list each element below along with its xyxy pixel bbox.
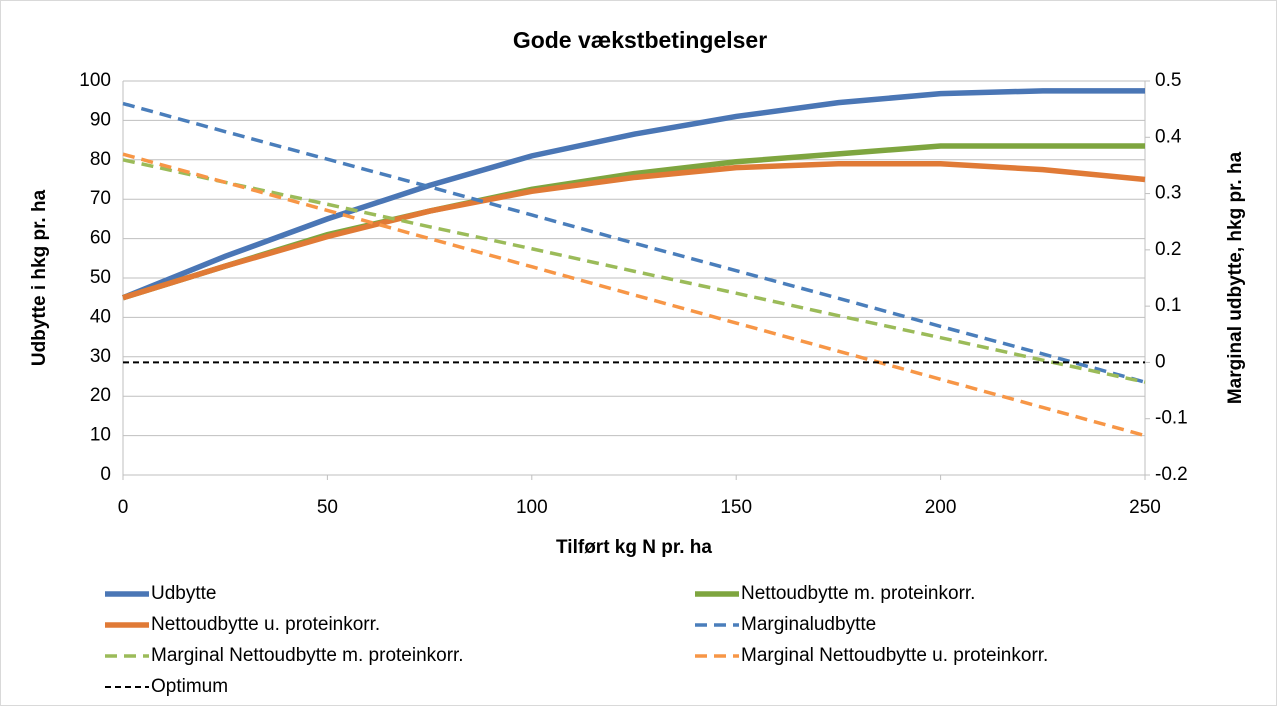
y2-axis-label: Marginal udbytte, hkg pr. ha	[1225, 151, 1246, 404]
legend-label: Udbytte	[151, 583, 216, 604]
y-tick-label: 40	[90, 306, 111, 327]
y2-tick-label: 0.2	[1155, 239, 1181, 260]
legend-label: Marginaludbytte	[741, 614, 876, 635]
y2-tick-label: 0	[1155, 351, 1166, 372]
x-axis-label: Tilført kg N pr. ha	[556, 537, 712, 558]
series-line	[122, 152, 1146, 438]
x-tick-label: 150	[720, 497, 752, 518]
y2-tick-label: 0.1	[1155, 295, 1181, 316]
chart-title: Gode vækstbetingelser	[513, 27, 767, 53]
y2-tick-label: 0.5	[1155, 70, 1181, 91]
x-tick-label: 50	[317, 497, 338, 518]
x-tick-label: 200	[925, 497, 957, 518]
series-line	[122, 158, 1146, 384]
legend-label: Nettoudbytte m. proteinkorr.	[741, 583, 975, 604]
y2-tick-label: 0.4	[1155, 126, 1182, 147]
series-line	[121, 88, 1145, 301]
legend-label: Optimum	[151, 676, 228, 697]
x-tick-label: 0	[118, 497, 129, 518]
y-tick-label: 90	[90, 109, 111, 130]
y-tick-label: 30	[90, 346, 111, 367]
y-tick-label: 60	[90, 228, 111, 249]
y-axis-label: Udbytte i hkg pr. ha	[29, 189, 50, 366]
y-tick-label: 50	[90, 267, 111, 288]
y-tick-label: 10	[90, 425, 111, 446]
y2-tick-label: -0.2	[1155, 464, 1188, 485]
y-tick-label: 20	[90, 385, 111, 406]
legend-label: Nettoudbytte u. proteinkorr.	[151, 614, 380, 635]
series-line	[122, 160, 1146, 301]
legend-label: Marginal Nettoudbytte u. proteinkorr.	[741, 645, 1048, 666]
y2-tick-label: -0.1	[1155, 408, 1188, 429]
y-tick-label: 0	[100, 464, 111, 485]
x-tick-label: 100	[516, 497, 548, 518]
y2-tick-label: 0.3	[1155, 183, 1181, 204]
series-line	[122, 101, 1146, 384]
legend-label: Marginal Nettoudbytte m. proteinkorr.	[151, 645, 464, 666]
x-tick-label: 250	[1129, 497, 1161, 518]
y-tick-label: 80	[90, 149, 111, 170]
y-tick-label: 100	[79, 70, 111, 91]
y-tick-label: 70	[90, 188, 111, 209]
